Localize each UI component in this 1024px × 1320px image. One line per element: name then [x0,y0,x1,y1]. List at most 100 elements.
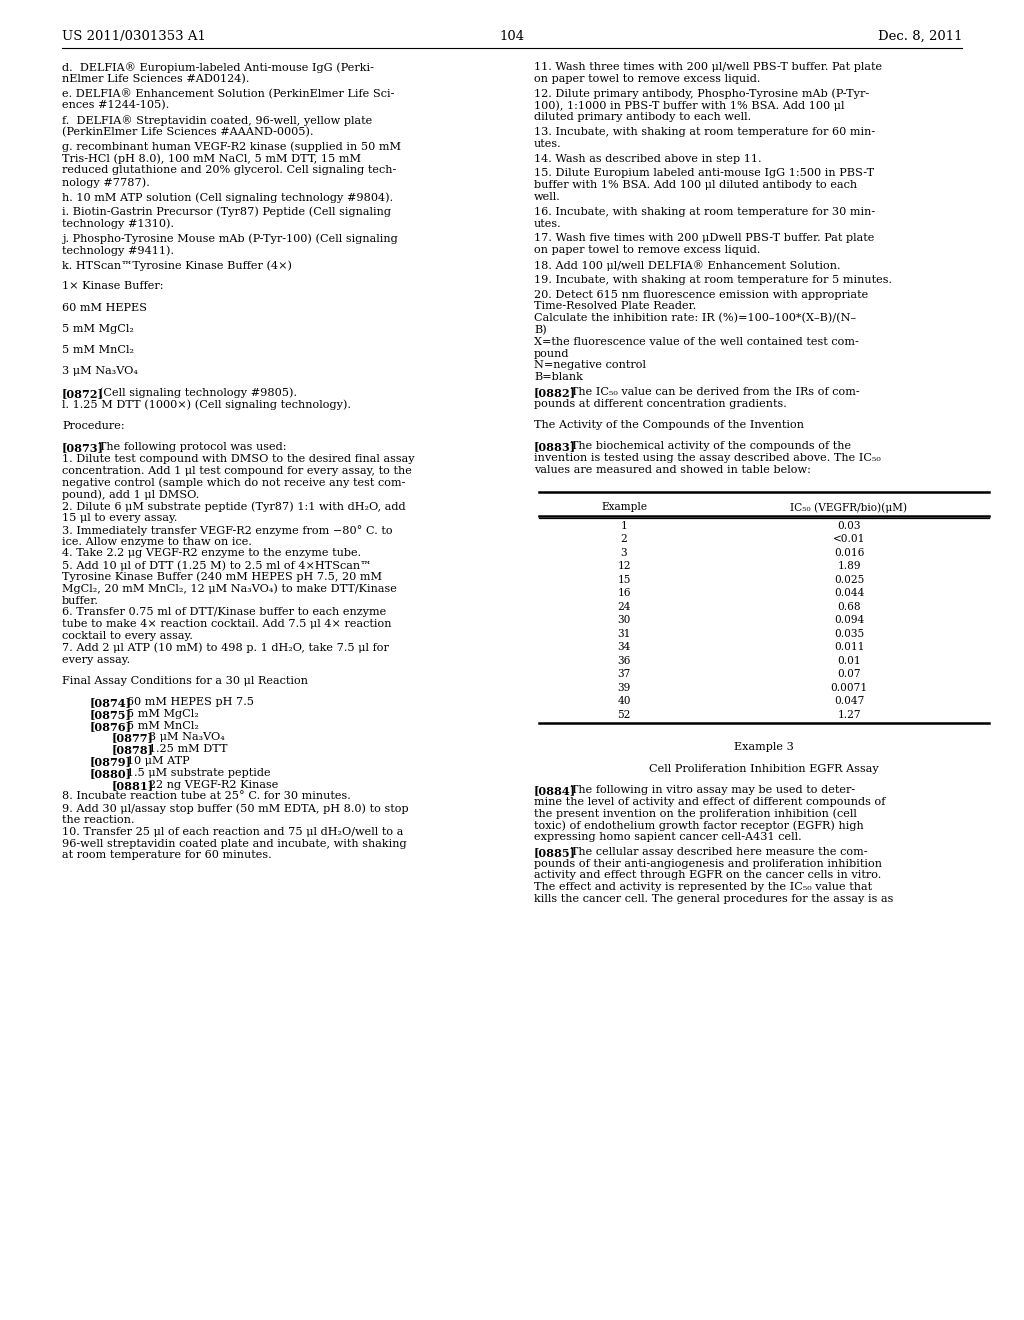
Text: f.  DELFIA® Streptavidin coated, 96-well, yellow plate: f. DELFIA® Streptavidin coated, 96-well,… [62,115,373,125]
Text: d.  DELFIA® Europium-labeled Anti-mouse IgG (Perki-: d. DELFIA® Europium-labeled Anti-mouse I… [62,62,374,73]
Text: The Activity of the Compounds of the Invention: The Activity of the Compounds of the Inv… [534,420,804,430]
Text: e. DELFIA® Enhancement Solution (PerkinElmer Life Sci-: e. DELFIA® Enhancement Solution (PerkinE… [62,88,394,99]
Text: <0.01: <0.01 [833,535,865,544]
Text: 2. Dilute 6 μM substrate peptide (Tyr87) 1:1 with dH₂O, add: 2. Dilute 6 μM substrate peptide (Tyr87)… [62,502,406,512]
Text: the reaction.: the reaction. [62,814,134,825]
Text: X=the fluorescence value of the well contained test com-: X=the fluorescence value of the well con… [534,337,859,347]
Text: toxic) of endothelium growth factor receptor (EGFR) high: toxic) of endothelium growth factor rece… [534,820,864,830]
Text: (PerkinElmer Life Sciences #AAAND-0005).: (PerkinElmer Life Sciences #AAAND-0005). [62,127,313,137]
Text: technology #9411).: technology #9411). [62,246,174,256]
Text: 20. Detect 615 nm fluorescence emission with appropriate: 20. Detect 615 nm fluorescence emission … [534,289,868,300]
Text: 34: 34 [617,643,631,652]
Text: 0.0071: 0.0071 [830,682,867,693]
Text: utes.: utes. [534,219,561,228]
Text: ences #1244-105).: ences #1244-105). [62,100,169,111]
Text: concentration. Add 1 μl test compound for every assay, to the: concentration. Add 1 μl test compound fo… [62,466,412,475]
Text: kills the cancer cell. The general procedures for the assay is as: kills the cancer cell. The general proce… [534,894,893,904]
Text: activity and effect through EGFR on the cancer cells in vitro.: activity and effect through EGFR on the … [534,870,882,880]
Text: 0.047: 0.047 [834,696,864,706]
Text: 24: 24 [617,602,631,611]
Text: buffer.: buffer. [62,595,99,606]
Text: h. 10 mM ATP solution (Cell signaling technology #9804).: h. 10 mM ATP solution (Cell signaling te… [62,191,393,202]
Text: 1.25 mM DTT: 1.25 mM DTT [138,744,227,754]
Text: buffer with 1% BSA. Add 100 μl diluted antibody to each: buffer with 1% BSA. Add 100 μl diluted a… [534,181,857,190]
Text: 0.03: 0.03 [838,521,861,531]
Text: 5 mM MgCl₂: 5 mM MgCl₂ [116,709,199,719]
Text: 0.025: 0.025 [834,574,864,585]
Text: 5. Add 10 μl of DTT (1.25 M) to 2.5 ml of 4×HTScan™: 5. Add 10 μl of DTT (1.25 M) to 2.5 ml o… [62,560,372,570]
Text: [0875]: [0875] [90,709,132,719]
Text: 3. Immediately transfer VEGF-R2 enzyme from −80° C. to: 3. Immediately transfer VEGF-R2 enzyme f… [62,525,392,536]
Text: k. HTScan™Tyrosine Kinase Buffer (4×): k. HTScan™Tyrosine Kinase Buffer (4×) [62,260,292,271]
Text: 14. Wash as described above in step 11.: 14. Wash as described above in step 11. [534,153,762,164]
Text: 104: 104 [500,30,524,44]
Text: 8. Incubate reaction tube at 25° C. for 30 minutes.: 8. Incubate reaction tube at 25° C. for … [62,792,351,801]
Text: [0884]: [0884] [534,785,577,796]
Text: i. Biotin-Gastrin Precursor (Tyr87) Peptide (Cell signaling: i. Biotin-Gastrin Precursor (Tyr87) Pept… [62,207,391,218]
Text: 16. Incubate, with shaking at room temperature for 30 min-: 16. Incubate, with shaking at room tempe… [534,207,876,216]
Text: B): B) [534,325,547,335]
Text: 0.044: 0.044 [834,589,864,598]
Text: 36: 36 [617,656,631,665]
Text: 19. Incubate, with shaking at room temperature for 5 minutes.: 19. Incubate, with shaking at room tempe… [534,275,892,285]
Text: The following in vitro assay may be used to deter-: The following in vitro assay may be used… [560,785,855,795]
Text: 0.016: 0.016 [834,548,864,558]
Text: 40: 40 [617,696,631,706]
Text: Procedure:: Procedure: [62,421,125,430]
Text: 15. Dilute Europium labeled anti-mouse IgG 1:500 in PBS-T: 15. Dilute Europium labeled anti-mouse I… [534,169,874,178]
Text: 96-well streptavidin coated plate and incubate, with shaking: 96-well streptavidin coated plate and in… [62,838,407,849]
Text: 1× Kinase Buffer:: 1× Kinase Buffer: [62,281,164,292]
Text: technology #1310).: technology #1310). [62,219,174,230]
Text: 31: 31 [617,628,631,639]
Text: 15 μl to every assay.: 15 μl to every assay. [62,513,177,523]
Text: 1.89: 1.89 [838,561,861,572]
Text: 3 μM Na₃VO₄: 3 μM Na₃VO₄ [62,367,138,376]
Text: 0.035: 0.035 [834,628,864,639]
Text: 0.68: 0.68 [838,602,861,611]
Text: well.: well. [534,191,561,202]
Text: The cellular assay described here measure the com-: The cellular assay described here measur… [560,847,867,857]
Text: [0881]: [0881] [112,780,155,791]
Text: nElmer Life Sciences #AD0124).: nElmer Life Sciences #AD0124). [62,74,250,84]
Text: 16: 16 [617,589,631,598]
Text: 1. Dilute test compound with DMSO to the desired final assay: 1. Dilute test compound with DMSO to the… [62,454,415,463]
Text: The biochemical activity of the compounds of the: The biochemical activity of the compound… [560,441,851,451]
Text: 5 mM MnCl₂: 5 mM MnCl₂ [116,721,199,731]
Text: [0876]: [0876] [90,721,132,731]
Text: [0879]: [0879] [90,756,132,767]
Text: 18. Add 100 μl/well DELFIA® Enhancement Solution.: 18. Add 100 μl/well DELFIA® Enhancement … [534,260,841,271]
Text: [0872]: [0872] [62,388,104,399]
Text: the present invention on the proliferation inhibition (cell: the present invention on the proliferati… [534,808,857,818]
Text: 0.011: 0.011 [834,643,864,652]
Text: every assay.: every assay. [62,655,130,664]
Text: diluted primary antibody to each well.: diluted primary antibody to each well. [534,112,752,123]
Text: pound: pound [534,348,569,359]
Text: Time-Resolved Plate Reader.: Time-Resolved Plate Reader. [534,301,696,312]
Text: 7. Add 2 μl ATP (10 mM) to 498 p. 1 dH₂O, take 7.5 μl for: 7. Add 2 μl ATP (10 mM) to 498 p. 1 dH₂O… [62,643,389,653]
Text: 39: 39 [617,682,631,693]
Text: 22 ng VEGF-R2 Kinase: 22 ng VEGF-R2 Kinase [138,780,279,789]
Text: 17. Wash five times with 200 μDwell PBS-T buffer. Pat plate: 17. Wash five times with 200 μDwell PBS-… [534,234,874,243]
Text: [0874]: [0874] [90,697,132,708]
Text: [0883]: [0883] [534,441,577,453]
Text: values are measured and showed in table below:: values are measured and showed in table … [534,465,811,475]
Text: 0.07: 0.07 [838,669,861,680]
Text: (Cell signaling technology #9805).: (Cell signaling technology #9805). [88,388,297,399]
Text: on paper towel to remove excess liquid.: on paper towel to remove excess liquid. [534,74,761,83]
Text: The effect and activity is represented by the IC₅₀ value that: The effect and activity is represented b… [534,882,872,892]
Text: ice. Allow enzyme to thaw on ice.: ice. Allow enzyme to thaw on ice. [62,536,252,546]
Text: Calculate the inhibition rate: IR (%)=100–100*(X–B)/(N–: Calculate the inhibition rate: IR (%)=10… [534,313,856,323]
Text: g. recombinant human VEGF-R2 kinase (supplied in 50 mM: g. recombinant human VEGF-R2 kinase (sup… [62,141,401,152]
Text: j. Phospho-Tyrosine Mouse mAb (P-Tyr-100) (Cell signaling: j. Phospho-Tyrosine Mouse mAb (P-Tyr-100… [62,234,397,244]
Text: 11. Wash three times with 200 μl/well PBS-T buffer. Pat plate: 11. Wash three times with 200 μl/well PB… [534,62,882,73]
Text: 10. Transfer 25 μl of each reaction and 75 μl dH₂O/well to a: 10. Transfer 25 μl of each reaction and … [62,826,403,837]
Text: 6. Transfer 0.75 ml of DTT/Kinase buffer to each enzyme: 6. Transfer 0.75 ml of DTT/Kinase buffer… [62,607,386,618]
Text: reduced glutathione and 20% glycerol. Cell signaling tech-: reduced glutathione and 20% glycerol. Ce… [62,165,396,176]
Text: 13. Incubate, with shaking at room temperature for 60 min-: 13. Incubate, with shaking at room tempe… [534,127,876,137]
Text: Cell Proliferation Inhibition EGFR Assay: Cell Proliferation Inhibition EGFR Assay [649,763,879,774]
Text: 60 mM HEPES: 60 mM HEPES [62,302,147,313]
Text: Final Assay Conditions for a 30 μl Reaction: Final Assay Conditions for a 30 μl React… [62,676,308,686]
Text: [0882]: [0882] [534,387,577,399]
Text: pound), add 1 μl DMSO.: pound), add 1 μl DMSO. [62,490,200,500]
Text: 3: 3 [621,548,628,558]
